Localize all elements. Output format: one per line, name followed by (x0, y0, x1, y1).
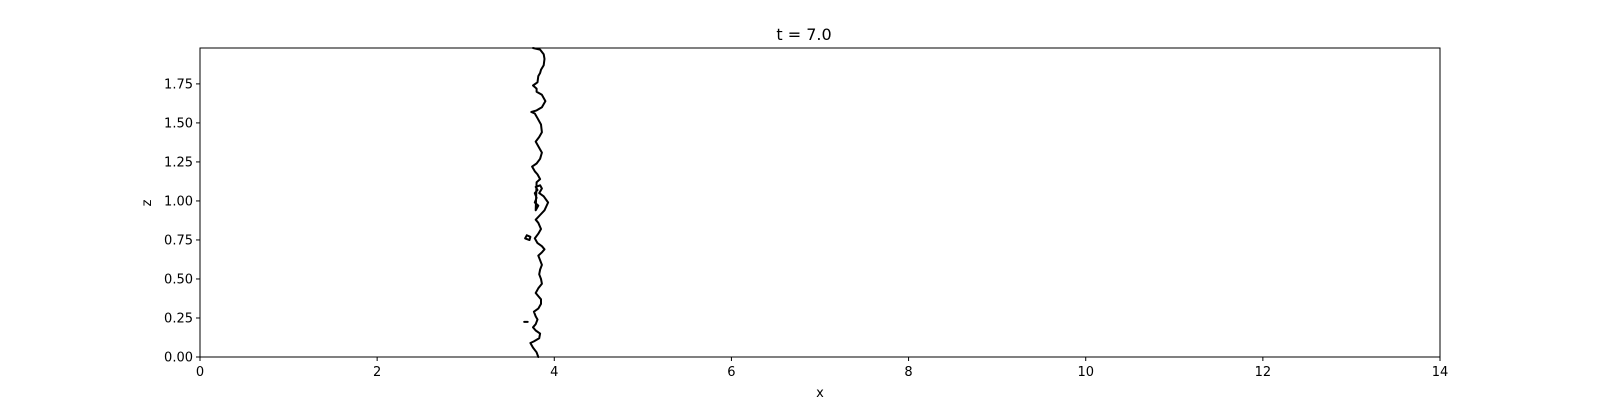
x-axis: 0 2 4 6 8 10 12 14 (196, 357, 1448, 380)
x-tick-label: 6 (727, 365, 735, 380)
plot-frame (199, 47, 1441, 358)
y-tick-label: 1.25 (164, 155, 193, 170)
y-tick-label: 0.50 (164, 272, 193, 287)
y-tick-label: 0.75 (164, 233, 193, 248)
x-tick-label: 10 (1077, 365, 1094, 380)
x-tick-label: 14 (1432, 365, 1449, 380)
x-tick-label: 4 (550, 365, 558, 380)
contour-line (524, 234, 532, 241)
y-axis: 0.00 0.25 0.50 0.75 1.00 1.25 1.50 1.75 (164, 77, 200, 366)
plot-lines (523, 47, 550, 358)
y-axis-label: z (140, 199, 155, 206)
x-tick-label: 8 (904, 365, 912, 380)
y-tick-label: 0.00 (164, 351, 193, 366)
y-tick-label: 1.75 (164, 77, 193, 92)
x-axis-label: x (816, 386, 824, 400)
x-tick-label: 0 (196, 365, 204, 380)
x-tick-label: 2 (373, 365, 381, 380)
y-tick-label: 1.00 (164, 194, 193, 209)
y-tick-label: 0.25 (164, 311, 193, 326)
x-tick-label: 12 (1255, 365, 1272, 380)
chart-title: t = 7.0 (776, 25, 831, 44)
y-tick-label: 1.50 (164, 116, 193, 131)
contour-line (529, 47, 550, 358)
